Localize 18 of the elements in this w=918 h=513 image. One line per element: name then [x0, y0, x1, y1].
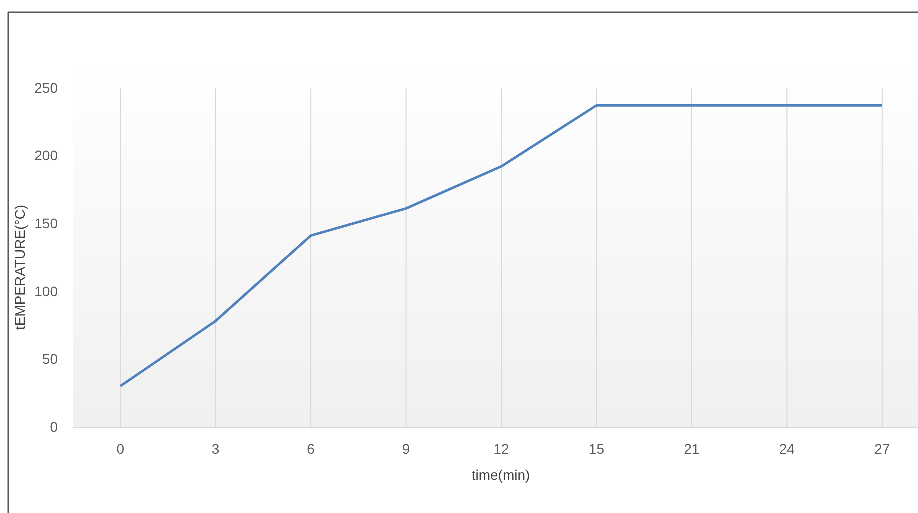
- y-tick-label: 50: [42, 351, 58, 368]
- y-axis-title: tEMPERATURE(°C): [12, 204, 28, 330]
- x-tick-label: 21: [684, 441, 700, 457]
- x-tick-label: 27: [874, 441, 890, 457]
- x-tick-label: 9: [402, 441, 410, 457]
- x-tick-label: 0: [116, 441, 125, 457]
- x-tick-label: 3: [212, 441, 220, 457]
- y-tick-label: 100: [34, 283, 58, 300]
- line-series: [119, 104, 884, 388]
- x-tick-label: 15: [588, 441, 605, 457]
- x-tick-label: 12: [494, 441, 510, 457]
- y-tick-label: 200: [34, 148, 58, 164]
- y-tick-label: 150: [34, 216, 58, 232]
- x-axis-title: time(min): [472, 467, 530, 483]
- x-tick-label: 24: [779, 441, 796, 457]
- y-tick-label: 250: [34, 80, 58, 96]
- x-tick-label: 6: [307, 441, 316, 457]
- y-tick-label: 0: [50, 418, 58, 435]
